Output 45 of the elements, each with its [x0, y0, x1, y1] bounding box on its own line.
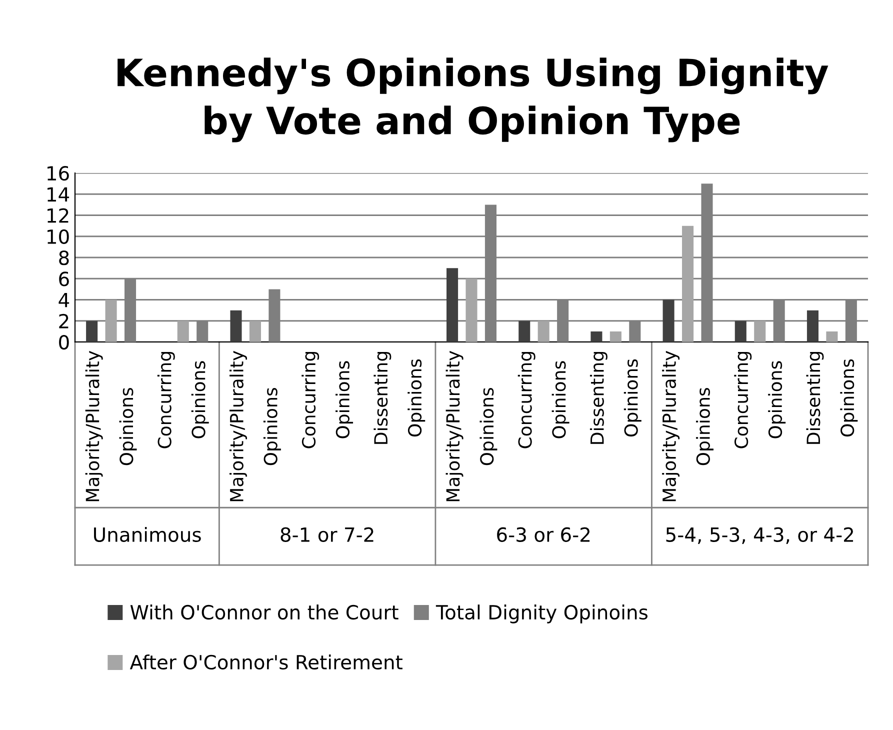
- bar: [826, 331, 838, 342]
- text: 5-4, 5-3, 4-3, or 4-2: [666, 527, 854, 544]
- legend-label: After O'Connor's Retirement: [130, 654, 402, 670]
- bar: [734, 320, 746, 342]
- y-tick-label: 2: [59, 314, 68, 328]
- bar: [590, 331, 602, 342]
- y-tick-label: 12: [48, 208, 68, 223]
- x-tick-label: Concurring Opinions: [157, 352, 209, 448]
- bar: [230, 310, 242, 342]
- x-tick-label: Majority/Plurality Opinions: [230, 350, 281, 502]
- x-tick-label: Dissenting Opinions: [806, 352, 858, 444]
- legend-label: With O'Connor on the Court: [130, 604, 398, 620]
- y-tick-label: 0: [59, 334, 69, 350]
- bar: [105, 300, 117, 342]
- chart-title: Kennedy's Opinions Using Dignity by Vote and Opinion Type: [118, 58, 828, 142]
- bar: [610, 331, 622, 342]
- bar: [806, 310, 818, 342]
- bar: [754, 320, 766, 342]
- bar: [538, 320, 550, 342]
- bar: [518, 320, 530, 342]
- legend-label: Total Dignity Opinoins: [436, 604, 648, 624]
- bar: [466, 278, 478, 342]
- y-tick-label: 4: [58, 292, 70, 308]
- x-tick-label: Majority/Plurality Opinions: [446, 350, 498, 502]
- x-tick-label: Dissenting Opinions: [590, 352, 642, 444]
- bar: [682, 226, 694, 342]
- y-tick-label: 8: [59, 250, 69, 266]
- y-tick-label: 14: [48, 187, 70, 202]
- text: 6-3 or 6-2: [497, 527, 590, 542]
- bar: [86, 320, 98, 342]
- x-tick-label: Concurring Opinions: [518, 352, 570, 448]
- y-tick-label: 6: [59, 272, 69, 286]
- bar: [249, 320, 261, 342]
- x-tick-label: Majority/Plurality Opinions: [85, 350, 137, 502]
- bar: [177, 320, 189, 342]
- y-tick-label: 16: [48, 166, 69, 181]
- x-tick-label: Concurring Opinions: [734, 352, 786, 448]
- text: 8-1 or 7-2: [280, 527, 374, 542]
- y-tick-label: 10: [48, 229, 69, 244]
- x-tick-label: Dissenting Opinions: [374, 352, 426, 444]
- text: Unanimous: [94, 526, 201, 542]
- x-tick-label: Majority/Plurality Opinions: [662, 350, 714, 502]
- bar: [662, 300, 674, 342]
- x-tick-label: Concurring Opinions: [302, 352, 354, 448]
- bar: [446, 268, 458, 342]
